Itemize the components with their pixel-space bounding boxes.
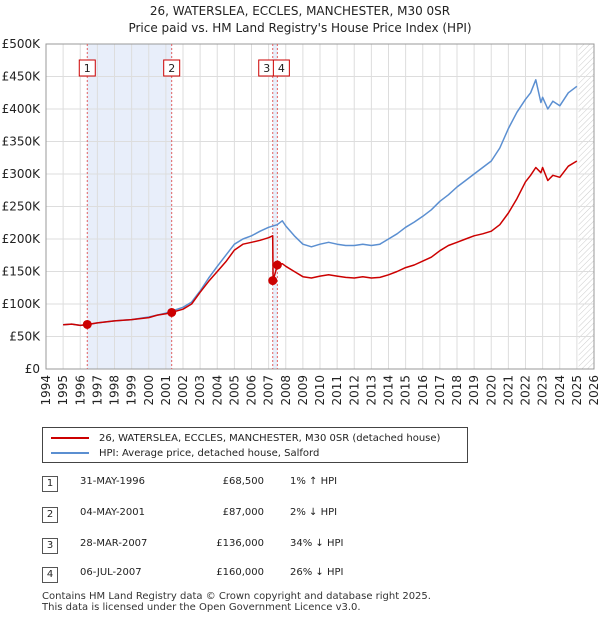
- marker-box-label: 4: [278, 62, 285, 75]
- y-tick-label: £250K: [2, 200, 42, 214]
- marker-box: [163, 59, 181, 77]
- sale-point: [268, 276, 278, 286]
- transaction-hpi: 1% ↑ HPI: [290, 476, 338, 487]
- x-tick-label: 2005: [227, 375, 241, 406]
- marker-box-label: 3: [263, 62, 270, 75]
- marker-box: [272, 59, 290, 77]
- x-tick-label: 2022: [519, 375, 533, 406]
- transaction-hpi: 2% ↓ HPI: [290, 507, 338, 518]
- transaction-date: 06-JUL-2007: [80, 567, 142, 578]
- legend-item-property: 26, WATERSLEA, ECCLES, MANCHESTER, M30 0…: [51, 431, 440, 445]
- sale-point: [82, 319, 92, 329]
- x-tick-label: 2013: [364, 375, 378, 406]
- plot-frame: [45, 43, 595, 370]
- x-tick-label: 2004: [210, 375, 224, 406]
- x-tick-label: 1997: [90, 375, 104, 406]
- x-tick-label: 2023: [536, 375, 550, 406]
- legend-line-hpi: [51, 452, 89, 454]
- footer-licence: This data is licensed under the Open Gov…: [42, 602, 361, 613]
- series-line-property: [63, 160, 578, 327]
- x-tick-label: 1999: [125, 375, 139, 406]
- legend-item-hpi: HPI: Average price, detached house, Salf…: [51, 446, 319, 460]
- x-tick-label: 2026: [587, 375, 600, 406]
- x-tick-label: 2014: [382, 375, 396, 406]
- transaction-price: £160,000: [216, 567, 264, 578]
- y-tick-label: £350K: [2, 135, 42, 149]
- transaction-number: 3: [42, 538, 58, 554]
- x-tick-label: 2018: [450, 375, 464, 406]
- x-tick-label: 2011: [330, 375, 344, 406]
- x-tick-label: 1998: [108, 375, 122, 406]
- footer-copyright: Contains HM Land Registry data © Crown c…: [42, 591, 431, 602]
- transaction-number: 4: [42, 567, 58, 583]
- legend-label-hpi: HPI: Average price, detached house, Salf…: [99, 447, 320, 459]
- x-tick-label: 2024: [553, 375, 567, 406]
- x-tick-label: 2017: [433, 375, 447, 406]
- marker-box-label: 2: [168, 62, 175, 75]
- x-tick-label: 2020: [484, 375, 498, 406]
- x-tick-label: 2008: [279, 375, 293, 406]
- y-tick-label: £0: [25, 362, 40, 376]
- y-tick-label: £450K: [2, 70, 42, 84]
- transaction-number: 1: [42, 476, 58, 492]
- price-chart: £0 £50K £100K £150K £200K £250K £300K £350K £400…: [2, 37, 600, 406]
- y-tick-label: £400K: [2, 102, 42, 116]
- marker-box-label: 1: [84, 62, 91, 75]
- x-tick-label: 1995: [56, 375, 70, 406]
- transaction-date: 31-MAY-1996: [80, 476, 146, 487]
- x-tick-label: 1996: [73, 375, 87, 406]
- chart-subtitle: Price paid vs. HM Land Registry's House …: [128, 21, 472, 35]
- chart-title: 26, WATERSLEA, ECCLES, MANCHESTER, M30 0…: [149, 4, 451, 18]
- y-tick-label: £300K: [2, 167, 42, 181]
- x-tick-label: 2007: [262, 375, 276, 406]
- y-tick-label: £50K: [9, 330, 41, 344]
- x-tick-label: 2006: [245, 375, 259, 406]
- x-tick-label: 2001: [159, 375, 173, 406]
- x-tick-label: 1994: [39, 375, 53, 406]
- transaction-date: 04-MAY-2001: [80, 507, 146, 518]
- transaction-price: £87,000: [222, 507, 264, 518]
- transaction-hpi: 26% ↓ HPI: [290, 567, 344, 578]
- x-tick-label: 2019: [467, 375, 481, 406]
- y-tick-label: £200K: [2, 232, 42, 246]
- legend: 26, WATERSLEA, ECCLES, MANCHESTER, M30 0…: [42, 427, 468, 463]
- legend-label-property: 26, WATERSLEA, ECCLES, MANCHESTER, M30 0…: [99, 432, 441, 444]
- y-tick-label: £100K: [2, 297, 42, 311]
- x-tick-label: 2012: [347, 375, 361, 406]
- transaction-hpi: 34% ↓ HPI: [290, 538, 344, 549]
- transaction-number: 2: [42, 507, 58, 523]
- x-tick-label: 2002: [176, 375, 190, 406]
- x-tick-label: 2025: [570, 375, 584, 406]
- x-tick-label: 2010: [313, 375, 327, 406]
- marker-box: [78, 59, 96, 77]
- legend-line-property: [51, 437, 89, 439]
- y-tick-label: £500K: [2, 37, 42, 51]
- transaction-date: 28-MAR-2007: [80, 538, 148, 549]
- x-tick-label: 2000: [142, 375, 156, 406]
- x-tick-label: 2016: [416, 375, 430, 406]
- x-tick-label: 2003: [193, 375, 207, 406]
- x-tick-label: 2009: [296, 375, 310, 406]
- sale-point: [272, 260, 282, 270]
- x-tick-label: 2021: [501, 375, 515, 406]
- y-tick-label: £150K: [2, 265, 42, 279]
- footer: Contains HM Land Registry data © Crown c…: [42, 591, 431, 613]
- x-tick-label: 2015: [399, 375, 413, 406]
- sale-point: [167, 307, 177, 317]
- transaction-price: £136,000: [216, 538, 264, 549]
- transaction-price: £68,500: [222, 476, 264, 487]
